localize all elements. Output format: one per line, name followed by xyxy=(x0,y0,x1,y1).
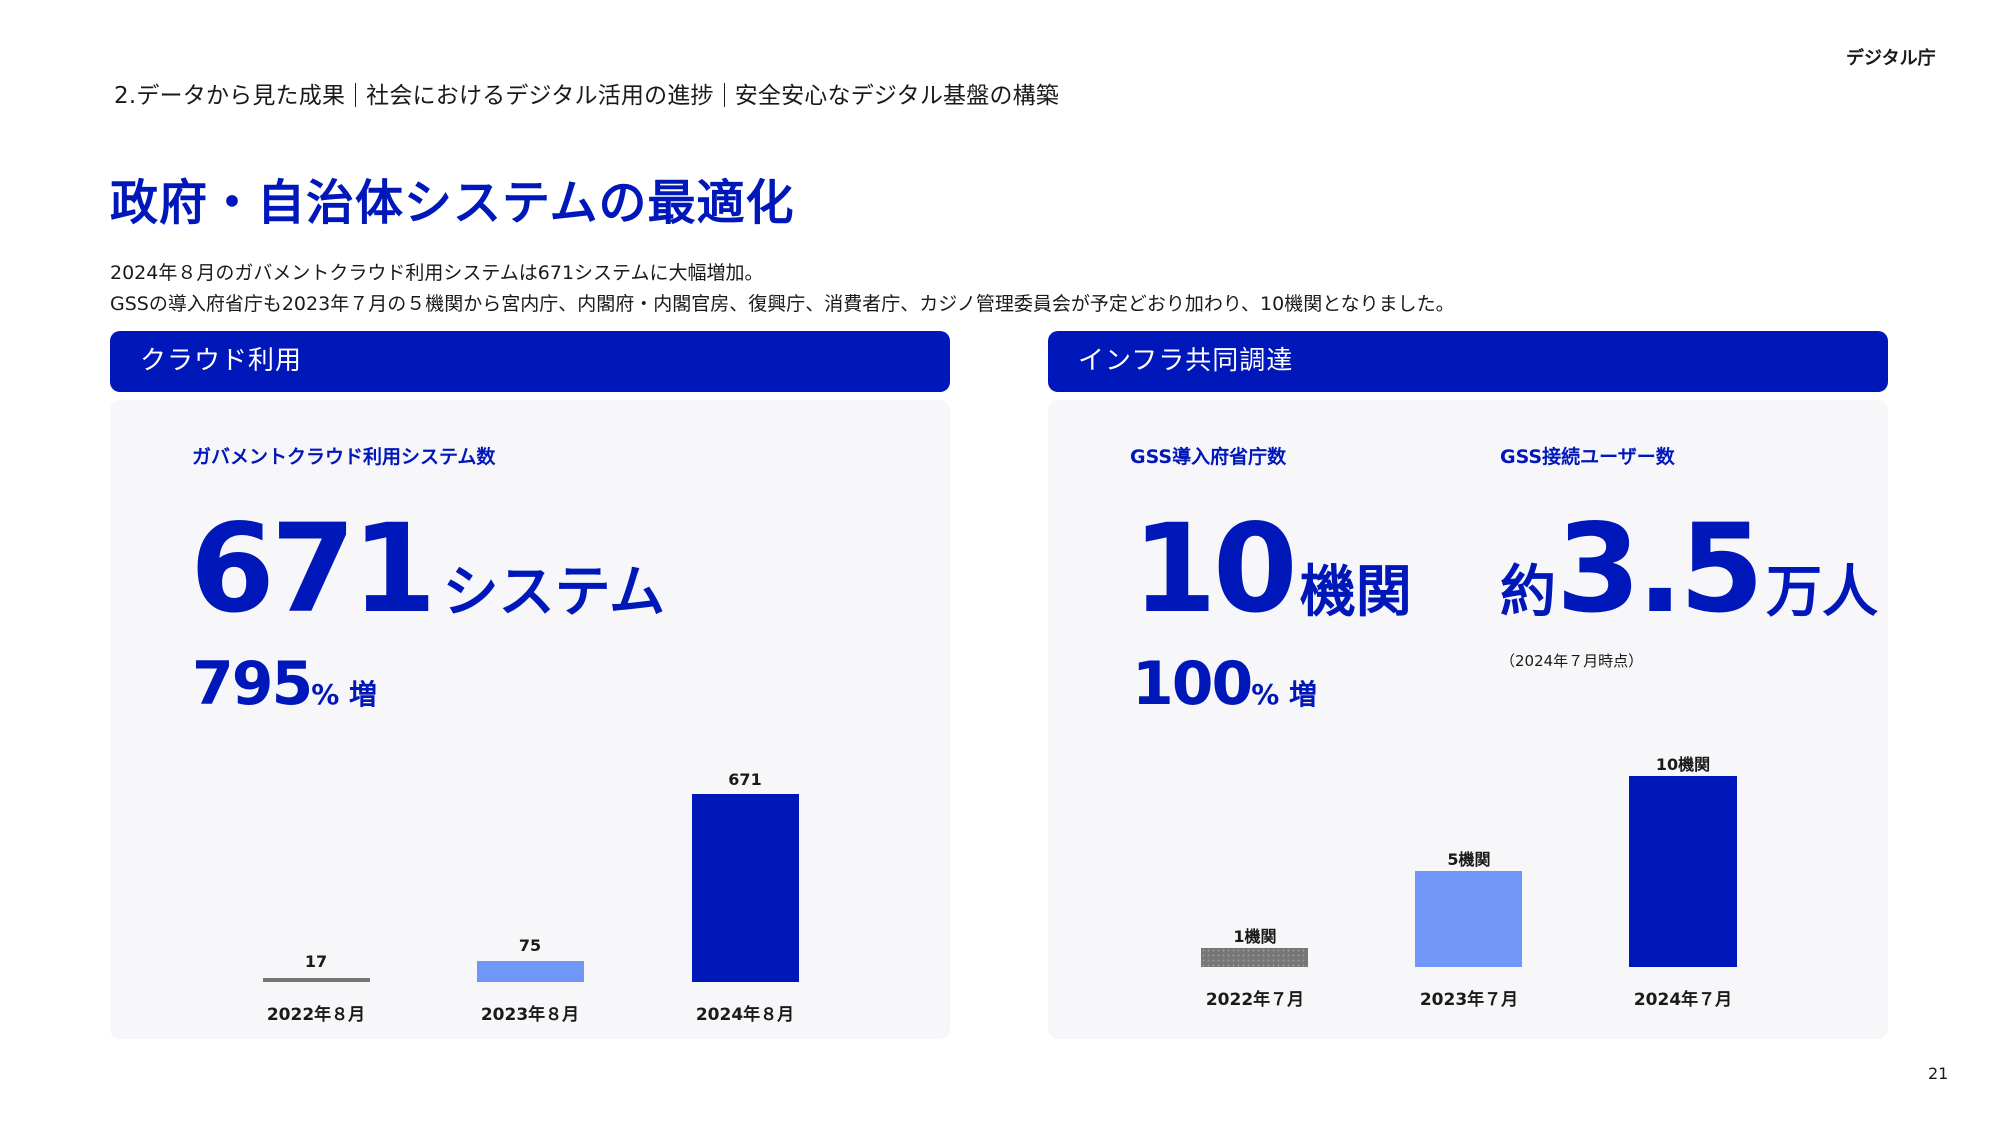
bar-value-label: 671 xyxy=(728,770,762,789)
description-line-2: GSSの導入府省庁も2023年７月の５機関から宮内庁、内閣府・内閣官房、復興庁、… xyxy=(110,293,1455,315)
bar-category-label: 2024年７月 xyxy=(1633,990,1733,1010)
growth-unit: % 増 xyxy=(311,678,378,711)
section-header-cloud: クラウド利用 xyxy=(110,331,950,392)
bar-category-label: 2023年８月 xyxy=(480,1005,580,1025)
growth-gss-agencies: 100% 増 xyxy=(1132,654,1317,714)
metric-value-gss-users: 約3.5 万人 xyxy=(1500,508,1878,630)
bar-value-label: 5機関 xyxy=(1447,850,1491,869)
metric-label-cloud-systems: ガバメントクラウド利用システム数 xyxy=(192,446,496,468)
bar-value-label: 10機関 xyxy=(1655,755,1711,774)
bar-value-label: 17 xyxy=(304,952,328,971)
breadcrumb-item-3: 安全安心なデジタル基盤の構築 xyxy=(734,83,1060,109)
breadcrumb-item-1: 2.データから見た成果 xyxy=(114,83,346,109)
prefix: 約 xyxy=(1500,560,1556,625)
growth-number: 795 xyxy=(192,649,313,719)
big-unit: 万人 xyxy=(1766,560,1879,625)
big-number: 3.5 xyxy=(1556,498,1764,640)
metric-label-gss-users: GSS接続ユーザー数 xyxy=(1500,446,1675,468)
growth-cloud-systems: 795% 増 xyxy=(192,654,377,714)
bar-value-label: 1機関 xyxy=(1233,927,1277,946)
big-number: 671 xyxy=(190,498,437,640)
bar-2024 xyxy=(692,794,799,982)
breadcrumb-item-2: 社会におけるデジタル活用の進捗 xyxy=(366,83,714,109)
growth-unit: % 増 xyxy=(1251,678,1318,711)
breadcrumb: 2.データから見た成果 社会におけるデジタル活用の進捗 安全安心なデジタル基盤の構築 xyxy=(114,76,1059,110)
bar-2022 xyxy=(263,978,370,982)
section-header-infra: インフラ共同調達 xyxy=(1048,331,1888,392)
bar-2023 xyxy=(477,961,584,982)
description-line-1: 2024年８月のガバメントクラウド利用システムは671システムに大幅増加。 xyxy=(110,262,764,284)
bar-category-label: 2023年７月 xyxy=(1419,990,1519,1010)
metric-value-gss-agencies: 10 機関 xyxy=(1132,508,1412,630)
bar-category-label: 2022年８月 xyxy=(266,1005,366,1025)
big-number: 10 xyxy=(1132,498,1298,640)
bar-2022 xyxy=(1201,948,1308,967)
agency-logo: デジタル庁 xyxy=(1846,48,1936,69)
page-number: 21 xyxy=(1928,1064,1949,1083)
breadcrumb-separator xyxy=(723,83,725,107)
bar-value-label: 75 xyxy=(518,936,542,955)
metric-value-cloud-systems: 671 システム xyxy=(190,508,665,630)
page-description: 2024年８月のガバメントクラウド利用システムは671システムに大幅増加。 GS… xyxy=(110,258,1455,320)
bar-2023 xyxy=(1415,871,1522,967)
big-unit: 機関 xyxy=(1299,560,1412,625)
metric-label-gss-agencies: GSS導入府省庁数 xyxy=(1130,446,1287,468)
growth-number: 100 xyxy=(1132,649,1253,719)
bar-category-label: 2022年７月 xyxy=(1205,990,1305,1010)
page-title: 政府・自治体システムの最適化 xyxy=(110,175,795,231)
bar-category-label: 2024年８月 xyxy=(695,1005,795,1025)
big-unit: システム xyxy=(442,560,665,625)
panel-cloud xyxy=(110,400,950,1039)
bar-2024 xyxy=(1629,776,1737,967)
breadcrumb-separator xyxy=(355,83,357,107)
gss-users-note: （2024年７月時点） xyxy=(1500,652,1644,670)
